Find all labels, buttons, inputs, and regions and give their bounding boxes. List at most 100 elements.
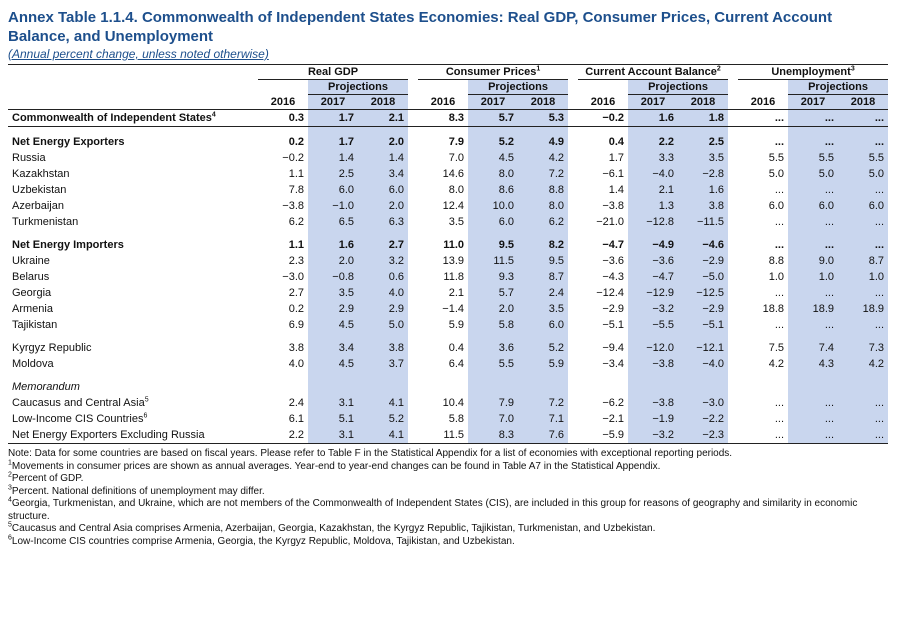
value-cell: −0.2 <box>578 109 629 127</box>
blank-cell <box>838 333 889 340</box>
value-cell: ... <box>774 136 785 148</box>
value-cell: 3.7 <box>358 356 409 372</box>
note-text: Percent. National definitions of unemplo… <box>11 485 265 497</box>
value-cell: 1.8 <box>678 109 729 127</box>
value-cell: 8.2 <box>518 237 569 253</box>
row-label-text: Moldova <box>12 358 54 370</box>
value-cell: ... <box>774 184 785 196</box>
row-label: Tajikistan <box>8 317 258 333</box>
value-cell: 7.9 <box>448 136 465 148</box>
value-cell: 1.4 <box>308 150 358 166</box>
value-cell: 5.8 <box>448 413 465 425</box>
value-cell: 5.0 <box>768 168 785 180</box>
value-cell: 14.6 <box>442 168 465 180</box>
blank-cell <box>738 379 788 395</box>
table-row: Azerbaijan −3.8 −1.0 2.0 12.4 10.0 8.0 −3.8 1.3 3… <box>8 198 889 214</box>
blank-cell <box>418 127 468 135</box>
row-label: Kazakhstan <box>8 166 258 182</box>
value-cell: 0.4 <box>448 342 465 354</box>
value-cell: 7.1 <box>518 411 569 427</box>
blank-cell <box>8 64 258 80</box>
value-cell: ... <box>788 317 839 333</box>
value-cell: 6.0 <box>768 200 785 212</box>
gap-cell <box>408 182 418 198</box>
gap-cell <box>728 285 738 301</box>
value-cell: −21.0 <box>596 216 625 228</box>
value-cell: 1.1 <box>288 239 304 251</box>
note: 5Caucasus and Central Asia comprises Arm… <box>8 522 893 536</box>
value-cell: −6.1 <box>602 168 625 180</box>
value-cell: ... <box>774 216 785 228</box>
value-cell: 7.5 <box>768 342 785 354</box>
value-cell: 4.5 <box>308 356 358 372</box>
footnote-mark: 3 <box>8 484 12 492</box>
blank-cell <box>628 126 679 134</box>
blank-cell <box>518 333 569 340</box>
row-label: Belarus <box>8 269 258 285</box>
value-cell: −5.0 <box>678 269 729 285</box>
value-cell: −2.8 <box>678 166 729 182</box>
blank-cell <box>418 230 468 237</box>
value-cell: −0.8 <box>308 269 358 285</box>
blank-cell <box>308 379 358 395</box>
value-cell: −12.8 <box>628 214 679 230</box>
table-row: Uzbekistan 7.8 6.0 6.0 8.0 8.6 8.8 1.4 2.1 1.6...… <box>8 182 889 198</box>
value-cell: 5.5 <box>468 356 519 372</box>
value-cell: −3.2 <box>628 301 679 317</box>
gap-cell <box>568 237 578 253</box>
gap-cell <box>728 333 738 340</box>
gap-cell <box>728 340 738 356</box>
footnote-mark: 3 <box>850 65 855 73</box>
value-cell: 18.9 <box>788 301 839 317</box>
row-label: Armenia <box>8 301 258 317</box>
value-cell: 8.6 <box>468 182 519 198</box>
gap-cell <box>728 94 739 110</box>
group-name: Current Account Balance <box>585 66 717 78</box>
table-row: Georgia 2.7 3.5 4.0 2.1 5.7 2.4 −12.4 −12.9 −12.5… <box>8 285 889 301</box>
row-label: Commonwealth of Independent States4 <box>8 109 258 127</box>
value-cell: 1.6 <box>308 237 358 253</box>
blank-cell <box>308 230 358 237</box>
footnote-mark: 1 <box>8 459 12 467</box>
value-cell: 4.2 <box>838 356 889 372</box>
blank-cell <box>578 80 628 95</box>
table-row: Turkmenistan 6.2 6.5 6.3 3.5 6.0 6.2 −21.0 −12.8… <box>8 214 889 230</box>
gap-cell <box>568 411 578 427</box>
value-cell: 1.4 <box>358 150 409 166</box>
value-cell: 0.2 <box>288 303 304 315</box>
year-header: 2018 <box>358 94 409 110</box>
year-header: 2016 <box>578 94 629 110</box>
gap-cell <box>408 395 418 411</box>
header-row: 2016 2017 2018 2016 2017 2018 2016 2017 2018 2016… <box>8 94 889 110</box>
blank-cell <box>468 333 519 340</box>
value-cell: 8.8 <box>768 255 785 267</box>
spacer-row <box>8 333 889 340</box>
gap-cell <box>728 269 738 285</box>
value-cell: 2.0 <box>308 253 358 269</box>
value-cell: 5.1 <box>308 411 358 427</box>
value-cell: −3.8 <box>602 200 625 212</box>
gap-cell <box>408 198 418 214</box>
footnote-mark: 6 <box>8 534 12 542</box>
gap-cell <box>568 253 578 269</box>
gap-cell <box>408 94 419 110</box>
value-cell: −12.9 <box>628 285 679 301</box>
value-cell: 9.0 <box>788 253 839 269</box>
gap-cell <box>728 301 738 317</box>
gap-cell <box>568 134 578 150</box>
value-cell: 18.9 <box>838 301 889 317</box>
value-cell: −1.9 <box>628 411 679 427</box>
gap-cell <box>568 94 579 110</box>
value-cell: 7.8 <box>288 184 304 196</box>
row-label-text: Turkmenistan <box>12 216 79 228</box>
gap-cell <box>728 166 738 182</box>
value-cell: −5.1 <box>602 319 625 331</box>
note: 3Percent. National definitions of unempl… <box>8 484 893 499</box>
gap-cell <box>408 411 418 427</box>
gap-cell <box>408 64 419 80</box>
row-label: Net Energy Importers <box>8 237 258 253</box>
gap-cell <box>568 269 578 285</box>
table-row: Ukraine 2.3 2.0 3.2 13.9 11.5 9.5 −3.6 −3.6 −2.9 8… <box>8 253 889 269</box>
blank-cell <box>578 127 628 135</box>
value-cell: 3.8 <box>288 342 304 354</box>
